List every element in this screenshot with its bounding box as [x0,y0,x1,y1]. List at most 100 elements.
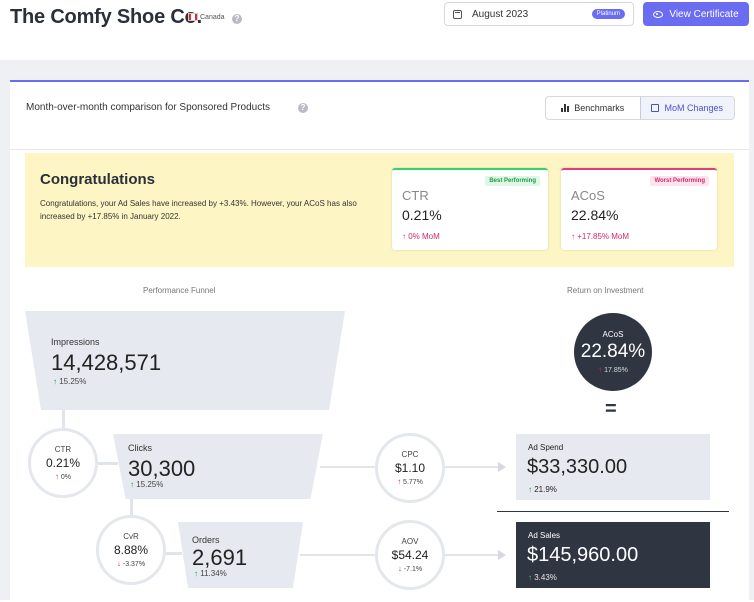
calendar-icon [651,104,660,112]
connector-line [300,554,376,556]
ad-sales-label: Ad Sales [528,531,561,540]
arrow-up-icon: ↑ [402,232,406,241]
aov-metric: AOV $54.24 ↓ -7.1% [375,520,445,590]
metric-label: CTR [54,445,72,454]
metric-value: $1.10 [394,461,426,475]
roi-label: Return on Investment [567,286,644,295]
clicks-label: Clicks [128,443,152,453]
view-toggle: Benchmarks MoM Changes [545,96,735,120]
connector-line [320,466,376,468]
impressions-value: 14,428,571 [51,350,162,375]
clicks-block [113,434,323,499]
arrow-up-icon: ↑ [571,232,575,241]
orders-change: ↑ 11.34% [194,569,227,578]
arrow-up-icon: ↑ [53,377,57,386]
impressions-change: ↑ 15.25% [53,377,87,386]
cpc-metric: CPC $1.10 ↑ 5.77% [375,433,445,503]
ad-sales-change: ↑ 3.43% [528,573,557,582]
ad-sales-block: Ad Sales $145,960.00 ↑ 3.43% [516,522,710,588]
metric-change: ↓ -3.37% [116,559,146,568]
bar-chart-icon [561,104,570,112]
clicks-value: 30,300 [128,456,196,481]
ad-sales-value: $145,960.00 [527,544,639,566]
clicks-change: ↑ 15.25% [130,480,164,489]
arrow-up-icon: ↑ [598,365,603,374]
metric-change: ↑ 5.77% [397,477,423,486]
kpi-value: 0.21% [402,207,442,223]
date-value: August 2023 [472,8,529,20]
view-certificate-button[interactable]: View Certificate [643,2,749,26]
funnel-label: Performance Funnel [143,286,216,295]
arrow-down-icon: ↓ [116,559,121,568]
ad-spend-change: ↑ 21.9% [528,485,557,494]
arrow-up-icon: ↑ [54,472,59,481]
connector-line [445,554,499,556]
divider [497,511,729,512]
metric-value: 22.84% [580,341,646,362]
eye-icon [653,10,664,18]
kpi-label: CTR [402,188,429,203]
arrow-up-icon: ↑ [194,569,198,578]
connector-line [62,410,65,430]
connector-line [445,466,499,468]
connector-line [98,462,118,465]
arrow-up-icon: ↑ [528,573,532,582]
kpi-change: ↑ +17.85% MoM [571,232,630,241]
orders-label: Orders [192,535,220,545]
best-performing-badge: Best Performing [485,176,540,186]
acos-metric: ACoS 22.84% ↑ 17.85% [574,313,652,391]
equals-sign: = [605,398,617,420]
orders-block [178,522,303,588]
metric-change: ↓ -7.1% [397,564,423,573]
mom-changes-label: MoM Changes [664,103,724,113]
arrow-up-icon: ↑ [397,477,402,486]
kpi-value: 22.84% [571,207,619,223]
help-icon[interactable]: ? [232,14,242,24]
kpi-change: ↑ 0% MoM [402,232,440,241]
connector-line [130,499,133,517]
orders-value: 2,691 [192,545,248,570]
country-label: Canada [200,13,225,21]
calendar-icon [453,9,462,19]
arrow-right-icon [498,550,506,560]
ad-spend-label: Ad Spend [528,443,564,452]
metric-label: ACoS [602,330,624,339]
cvr-metric: CvR 8.88% ↓ -3.37% [96,515,166,585]
impressions-label: Impressions [51,337,100,347]
view-certificate-label: View Certificate [669,8,739,20]
help-icon[interactable]: ? [298,103,308,113]
metric-label: AOV [401,537,419,546]
connector-line [164,552,182,555]
benchmarks-label: Benchmarks [574,103,625,113]
kpi-label: ACoS [571,188,605,203]
plan-badge: Platinum [591,9,625,19]
congrats-title: Congratulations [40,171,155,188]
metric-change: ↑ 17.85% [598,365,628,374]
ctr-metric: CTR 0.21% ↑ 0% [28,428,98,498]
arrow-down-icon: ↓ [397,564,402,573]
arrow-up-icon: ↑ [130,480,134,489]
metric-label: CPC [401,450,419,459]
kpi-card-ctr: Best Performing CTR 0.21% ↑ 0% MoM [392,168,548,250]
kpi-card-acos: Worst Performing ACoS 22.84% ↑ +17.85% M… [561,168,717,250]
metric-value: 0.21% [45,456,81,470]
impressions-block [25,311,345,410]
worst-performing-badge: Worst Performing [650,176,709,186]
divider [10,149,749,150]
ad-spend-block: Ad Spend $33,330.00 ↑ 21.9% [516,434,710,500]
metric-value: 8.88% [113,543,149,557]
benchmarks-button[interactable]: Benchmarks [546,97,640,119]
congrats-text: Congratulations, your Ad Sales have incr… [40,199,357,221]
metric-change: ↑ 0% [54,472,72,481]
ad-spend-value: $33,330.00 [527,456,628,478]
metric-label: CvR [123,532,139,541]
arrow-right-icon [498,462,506,472]
metric-value: $54.24 [391,548,429,562]
section-title: Month-over-month comparison for Sponsore… [26,102,271,113]
date-picker[interactable]: August 2023 Platinum [444,2,634,26]
canada-flag-icon [188,13,198,21]
brand-title: The Comfy Shoe Co. [10,6,202,28]
country-tag: Canada [188,13,225,21]
mom-changes-button[interactable]: MoM Changes [639,97,734,119]
arrow-up-icon: ↑ [528,485,532,494]
